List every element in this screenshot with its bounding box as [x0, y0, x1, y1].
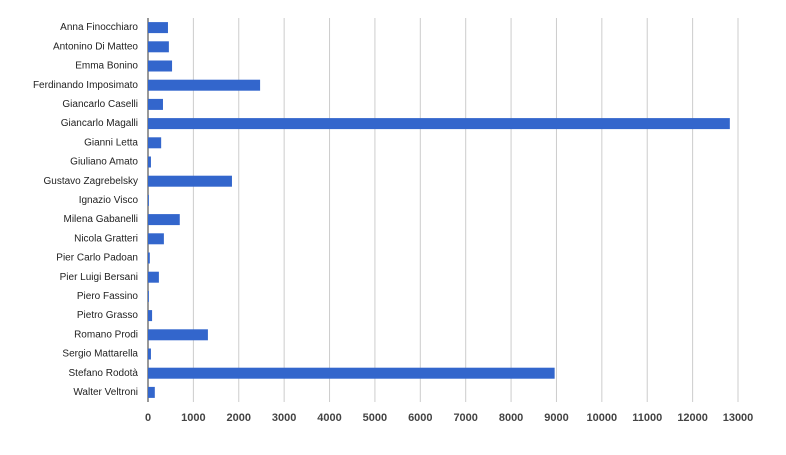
bar [148, 329, 208, 341]
y-tick-label: Emma Bonino [75, 61, 138, 72]
bar [148, 310, 153, 322]
bar [148, 175, 232, 187]
bar [148, 386, 155, 398]
bar [148, 194, 149, 206]
y-tick-label: Pier Luigi Bersani [60, 272, 138, 283]
bar [148, 79, 261, 91]
y-tick-label: Antonino Di Matteo [53, 41, 138, 52]
x-tick-label: 11000 [632, 412, 662, 424]
bar [148, 118, 730, 130]
x-tick-label: 9000 [544, 412, 568, 424]
bar [148, 156, 151, 168]
bar [148, 233, 164, 245]
x-tick-label: 7000 [453, 412, 477, 424]
y-tick-label: Sergio Mattarella [62, 349, 138, 360]
x-tick-label: 3000 [272, 412, 296, 424]
bar [148, 98, 163, 110]
x-tick-label: 5000 [363, 412, 387, 424]
x-tick-label: 0 [145, 412, 151, 424]
y-tick-label: Gianni Letta [84, 137, 138, 148]
y-tick-label: Gustavo Zagrebelsky [44, 176, 139, 187]
y-tick-label: Pietro Grasso [77, 310, 139, 321]
bar [148, 367, 555, 379]
bar [148, 348, 151, 360]
bar [148, 252, 150, 264]
bar [148, 271, 159, 283]
x-tick-label: 6000 [408, 412, 432, 424]
bar [148, 290, 149, 302]
y-tick-label: Piero Fassino [77, 291, 139, 302]
x-tick-label: 8000 [499, 412, 523, 424]
y-tick-label: Walter Veltroni [73, 387, 138, 398]
y-tick-label: Giuliano Amato [70, 157, 138, 168]
bar [148, 41, 169, 53]
y-tick-label: Giancarlo Magalli [61, 118, 138, 129]
x-tick-label: 12000 [677, 412, 708, 424]
bar [148, 60, 173, 72]
y-tick-label: Nicola Gratteri [74, 233, 138, 244]
x-tick-label: 2000 [227, 412, 251, 424]
y-tick-label: Giancarlo Caselli [62, 99, 138, 110]
x-tick-label: 4000 [317, 412, 341, 424]
y-tick-label: Milena Gabanelli [64, 214, 139, 225]
x-tick-label: 10000 [587, 412, 618, 424]
bar [148, 214, 180, 226]
x-tick-label: 13000 [723, 412, 754, 424]
x-tick-label: 1000 [181, 412, 205, 424]
y-tick-label: Pier Carlo Padoan [56, 253, 138, 264]
y-tick-label: Ignazio Visco [79, 195, 139, 206]
bar [148, 22, 168, 34]
y-tick-label: Romano Prodi [74, 329, 138, 340]
y-tick-label: Anna Finocchiaro [60, 22, 138, 33]
y-tick-label: Stefano Rodotà [69, 368, 139, 379]
y-tick-label: Ferdinando Imposimato [33, 80, 138, 91]
bar [148, 137, 162, 149]
